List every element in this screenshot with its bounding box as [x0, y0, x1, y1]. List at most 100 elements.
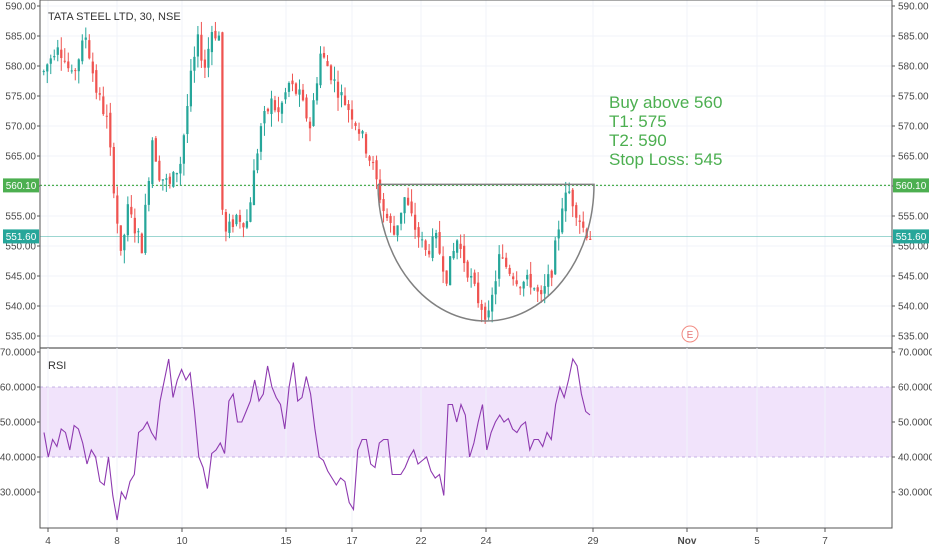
candlesticks [42, 21, 592, 324]
candle-body [526, 274, 529, 280]
candle-body [221, 32, 224, 210]
candle-body [280, 102, 284, 114]
left-price-axis[interactable]: 590.00 585.00 580.00 575.00 570.00 565.00 560.… [5, 2, 40, 343]
candle-body [484, 306, 487, 320]
candle-body [473, 272, 476, 284]
price-pane[interactable]: TATA STEEL LTD, 30, NSE Buy above 560 T1… [40, 0, 892, 348]
candle-body [543, 286, 546, 294]
candle-body [259, 126, 263, 152]
candle-body [368, 156, 371, 161]
candle-body [245, 221, 249, 228]
candle-body [130, 206, 133, 215]
candle-body [564, 192, 567, 212]
candle-body [119, 225, 122, 251]
candle-body [46, 64, 49, 72]
candle-body [550, 270, 553, 278]
candle-body [182, 135, 185, 164]
candle-body [116, 195, 119, 224]
time-tick-label: 24 [480, 536, 492, 547]
candle-body [571, 189, 574, 207]
candle-body [578, 220, 581, 222]
candle-body [491, 294, 494, 312]
left-price-tick: 545.00 [5, 272, 36, 283]
candle-body [60, 49, 63, 59]
symbol-title: TATA STEEL LTD, 30, NSE [48, 11, 181, 23]
earnings-marker[interactable]: E [681, 325, 699, 343]
candle-body [91, 61, 94, 74]
annotation-line-buy: Buy above 560 [609, 93, 722, 112]
level-tag-right-bg [893, 178, 929, 193]
candle-body [568, 191, 571, 193]
right-price-tick: 535.00 [898, 332, 929, 343]
candle-body [137, 231, 140, 233]
candle-body [319, 53, 322, 86]
candle-body [315, 83, 319, 101]
candle-body [340, 92, 343, 96]
time-tick-label: 17 [346, 536, 358, 547]
candle-body [540, 290, 543, 295]
right-rsi-tick: 60.0000 [898, 383, 932, 394]
candle-body [505, 257, 508, 267]
candle-body [420, 239, 424, 241]
candle-body [242, 223, 245, 228]
candle-body [179, 163, 182, 174]
left-rsi-tick: 50.0000 [0, 418, 36, 429]
last-price-tag-left: 551.60 [3, 229, 39, 244]
left-price-tick: 565.00 [5, 152, 36, 163]
candle-body [403, 197, 406, 214]
candle-body [95, 70, 98, 93]
rsi-pane[interactable]: RSI [40, 348, 892, 528]
right-price-tick: 590.00 [898, 2, 929, 13]
time-tick-label: 29 [587, 536, 599, 547]
time-tick-label: 8 [114, 536, 120, 547]
rsi-vertical-grid [47, 348, 826, 528]
candle-body [144, 204, 147, 253]
candle-body [301, 89, 305, 101]
right-price-tick: 585.00 [898, 32, 929, 43]
earnings-marker-circle [681, 325, 699, 343]
right-price-tick: 570.00 [898, 122, 929, 133]
candle-body [389, 216, 392, 223]
candle-body [529, 273, 532, 288]
time-axis[interactable]: 4 8 10 15 17 22 24 29 Nov 5 7 [45, 528, 828, 547]
left-rsi-tick: 70.0000 [0, 348, 36, 359]
time-tick-label: 15 [280, 536, 292, 547]
candle-body [375, 160, 378, 180]
right-rsi-axis[interactable]: 70.0000 60.0000 50.0000 40.0000 30.0000 [892, 348, 932, 499]
left-rsi-tick: 30.0000 [0, 488, 36, 499]
candle-body [410, 201, 413, 214]
cup-pattern-arc [377, 183, 595, 322]
candle-body [456, 240, 459, 253]
candle-body [140, 233, 143, 254]
candle-body [273, 100, 277, 111]
candle-body [277, 107, 280, 113]
candle-body [326, 61, 329, 67]
candle-body [312, 100, 315, 127]
candle-body [172, 172, 175, 187]
candle-body [196, 34, 200, 57]
left-price-tick: 580.00 [5, 62, 36, 73]
candle-body [168, 176, 171, 184]
left-rsi-axis[interactable]: 70.0000 60.0000 50.0000 40.0000 30.0000 [0, 348, 40, 499]
candle-body [434, 233, 438, 239]
time-tick-label: 5 [754, 536, 760, 547]
time-tick-label: 10 [176, 536, 188, 547]
left-price-tick: 550.00 [5, 242, 36, 253]
candle-body [235, 214, 238, 225]
candle-body [494, 281, 497, 295]
candle-body [249, 202, 252, 222]
candle-body [203, 59, 207, 68]
candle-body [224, 212, 228, 232]
candle-body [165, 178, 168, 180]
candle-body [329, 65, 333, 81]
rsi-label: RSI [48, 360, 66, 372]
candle-body [463, 245, 466, 264]
right-price-tick: 540.00 [898, 302, 929, 313]
last-tag-right-bg [893, 229, 929, 244]
candle-body [441, 256, 445, 272]
candle-body [56, 47, 59, 55]
candle-body [522, 281, 525, 289]
candle-body [266, 108, 270, 112]
candle-body [364, 134, 368, 154]
